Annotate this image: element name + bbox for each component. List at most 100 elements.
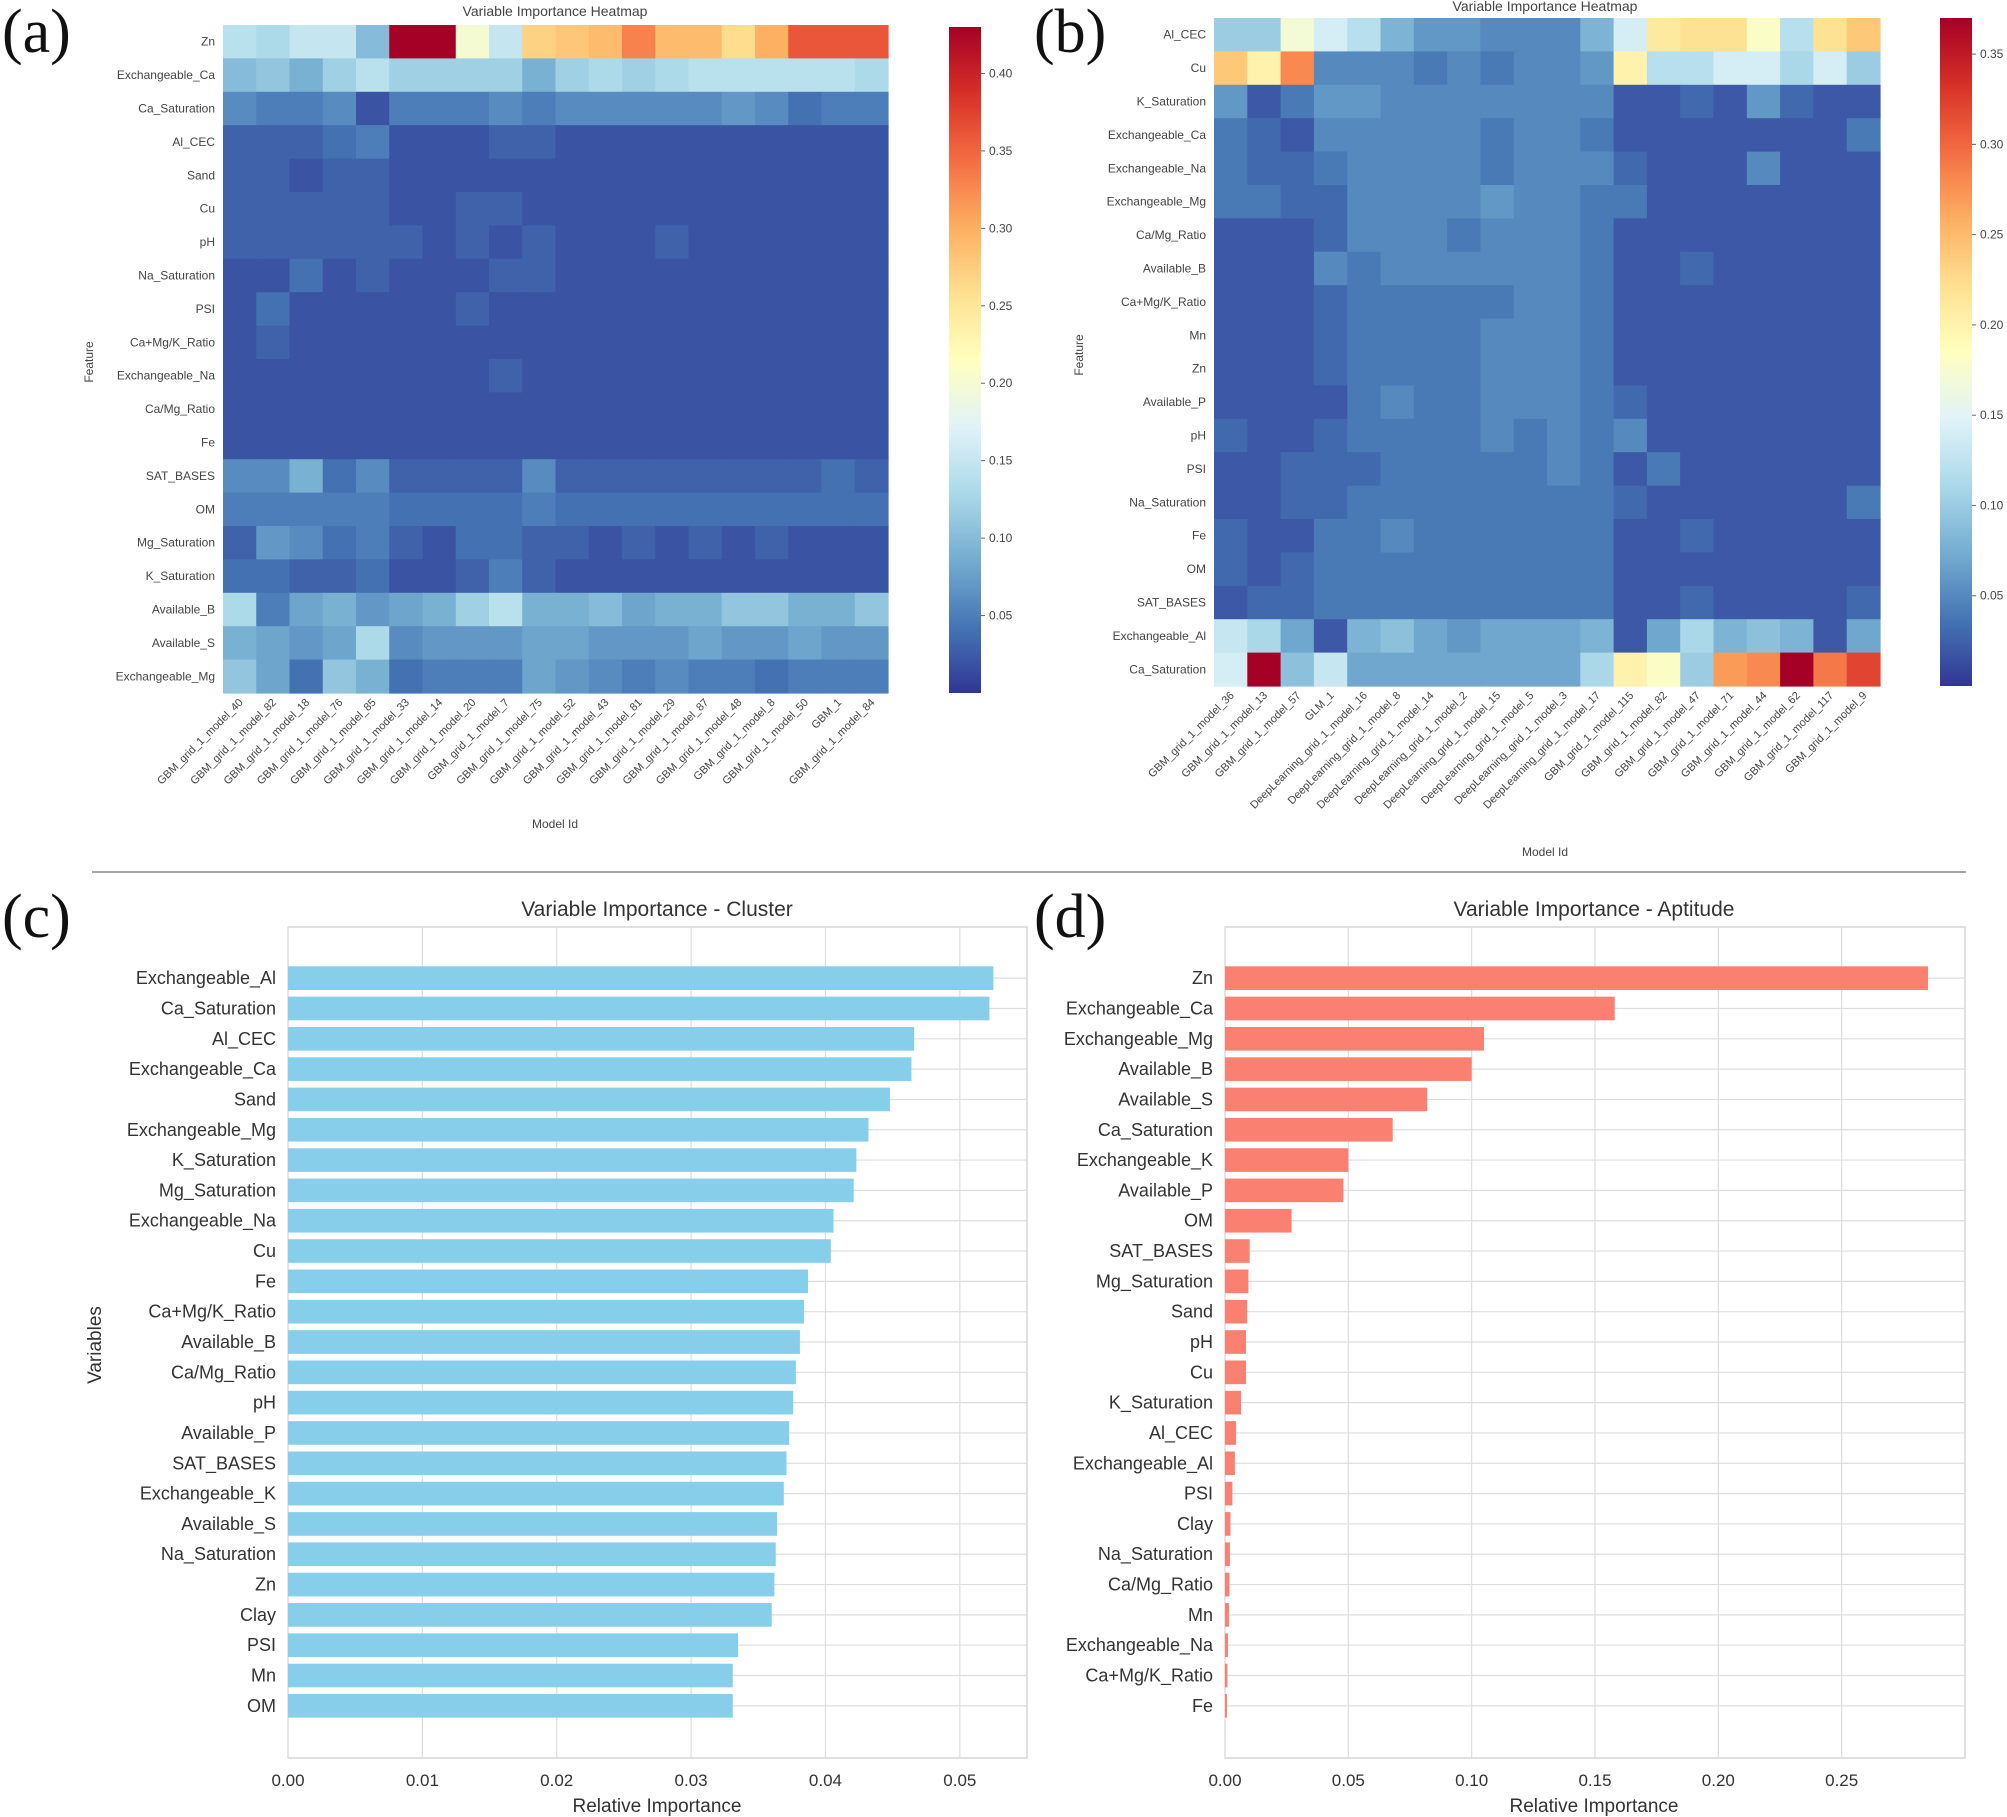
- heatmap-cell: [1413, 652, 1448, 687]
- bar: [1225, 1572, 1230, 1597]
- heatmap-cell: [1480, 418, 1515, 453]
- heatmap-cell: [721, 58, 756, 93]
- heatmap-cell: [588, 325, 623, 360]
- heatmap-cell: [1280, 118, 1315, 153]
- heatmap-cell: [588, 592, 623, 627]
- heatmap-cell: [1380, 385, 1415, 420]
- heatmap-cell: [821, 125, 856, 160]
- heatmap-cell: [1713, 585, 1748, 620]
- heatmap-cell: [422, 425, 457, 460]
- heatmap-cell: [455, 25, 490, 59]
- heatmap-cell: [1580, 185, 1615, 219]
- heatmap-cell: [622, 592, 656, 627]
- heatmap-cell: [854, 225, 889, 260]
- bar: [288, 1542, 776, 1567]
- bar: [1225, 1694, 1227, 1718]
- heatmap-cell: [1347, 151, 1382, 186]
- heatmap-cell: [422, 58, 457, 93]
- heatmap-cell: [588, 58, 623, 93]
- heatmap-cell: [1746, 285, 1781, 320]
- heatmap-b-xlabel: Model Id: [1522, 845, 1568, 859]
- heatmap-cell: [1646, 118, 1681, 153]
- heatmap-cell: [588, 526, 623, 560]
- heatmap-cell: [1347, 318, 1382, 353]
- heatmap-cell: [289, 559, 324, 594]
- heatmap-cell: [1746, 185, 1781, 219]
- heatmap-cell: [721, 392, 756, 427]
- heatmap-cell: [1247, 151, 1282, 186]
- heatmap-cell: [1247, 485, 1282, 520]
- heatmap-cell: [1846, 652, 1881, 687]
- heatmap-cell: [1646, 485, 1681, 520]
- heatmap-cell: [522, 559, 557, 594]
- bar: [1225, 1663, 1228, 1688]
- heatmap-cell: [1780, 151, 1814, 186]
- heatmap-cell: [522, 659, 557, 694]
- heatmap-cell: [588, 292, 623, 327]
- y-tick-label: Cu: [1190, 1362, 1213, 1382]
- heatmap-cell: [1480, 118, 1515, 153]
- heatmap-cell: [1280, 185, 1315, 219]
- heatmap-cell: [522, 25, 557, 59]
- heatmap-cell: [223, 58, 257, 93]
- y-tick-label: OM: [247, 1696, 276, 1716]
- heatmap-cell: [854, 325, 889, 360]
- heatmap-cell: [389, 292, 424, 327]
- heatmap-cell: [256, 158, 291, 193]
- bar: [1225, 1148, 1349, 1172]
- heatmap-cell: [821, 459, 856, 494]
- heatmap-cell: [1380, 552, 1415, 587]
- heatmap-cell: [522, 91, 557, 126]
- heatmap-cell: [356, 459, 390, 494]
- heatmap-cell: [622, 292, 656, 327]
- heatmap-cell: [1746, 251, 1781, 286]
- heatmap-cell: [1746, 418, 1781, 453]
- y-tick-label: Mn: [251, 1666, 276, 1686]
- heatmap-cell: [1547, 318, 1581, 353]
- y-tick-label: Cu: [253, 1241, 276, 1261]
- heatmap-cell: [1646, 218, 1681, 253]
- heatmap-cell: [1580, 652, 1615, 687]
- heatmap-cell: [721, 626, 756, 661]
- heatmap-cell: [1613, 485, 1648, 520]
- heatmap-cell: [522, 392, 557, 427]
- colorbar-tick-label: 0.30: [989, 221, 1013, 235]
- bar: [1225, 1057, 1472, 1081]
- heatmap-y-tick-label: Available_S: [152, 636, 215, 650]
- heatmap-cell: [854, 292, 889, 327]
- heatmap-cell: [289, 325, 324, 360]
- heatmap-cell: [1580, 385, 1615, 420]
- heatmap-cell: [755, 58, 789, 93]
- heatmap-cell: [322, 225, 357, 260]
- heatmap-cell: [1280, 18, 1315, 52]
- y-tick-label: Available_B: [1118, 1059, 1213, 1080]
- heatmap-cell: [256, 125, 291, 160]
- heatmap-cell: [422, 359, 457, 393]
- heatmap-cell: [489, 392, 523, 427]
- heatmap-cell: [688, 626, 723, 661]
- heatmap-cell: [1513, 385, 1548, 420]
- heatmap-cell: [1813, 118, 1848, 153]
- heatmap-cell: [1513, 251, 1548, 286]
- heatmap-cell: [1780, 251, 1814, 286]
- heatmap-cell: [655, 158, 690, 193]
- heatmap-cell: [356, 158, 390, 193]
- y-tick-label: Zn: [1192, 968, 1213, 988]
- y-tick-label: Exchangeable_Al: [1073, 1453, 1213, 1474]
- colorbar-tick-label: 0.35: [989, 144, 1013, 158]
- heatmap-cell: [1680, 552, 1715, 587]
- heatmap-cell: [489, 559, 523, 594]
- heatmap-cell: [655, 492, 690, 527]
- heatmap-cell: [455, 526, 490, 560]
- bar: [288, 1360, 796, 1385]
- y-tick-label: Mg_Saturation: [159, 1180, 276, 1201]
- heatmap-cell: [1347, 218, 1382, 253]
- heatmap-cell: [588, 425, 623, 460]
- y-tick-label: Ca_Saturation: [161, 998, 276, 1019]
- heatmap-cell: [1313, 285, 1348, 320]
- heatmap-cell: [1413, 552, 1448, 587]
- heatmap-cell: [588, 659, 623, 694]
- heatmap-cell: [1247, 185, 1282, 219]
- heatmap-cell: [1413, 585, 1448, 620]
- heatmap-cell: [688, 359, 723, 393]
